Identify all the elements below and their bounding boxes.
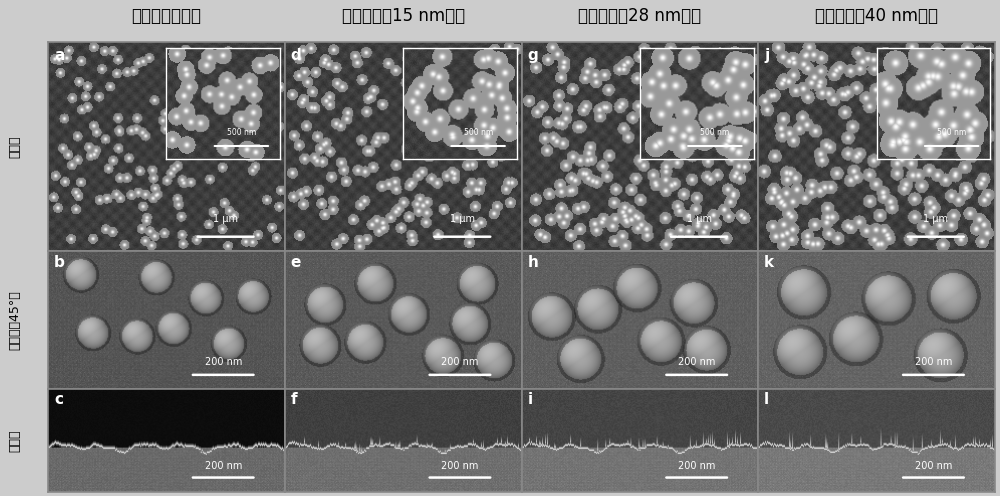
Text: 200 nm: 200 nm	[678, 461, 715, 471]
Text: 俯视图: 俯视图	[8, 135, 21, 158]
Text: 斜视图（45°）: 斜视图（45°）	[8, 290, 21, 350]
Text: 1 μm: 1 μm	[450, 214, 475, 224]
Text: 200 nm: 200 nm	[678, 357, 715, 367]
Text: d: d	[291, 49, 301, 63]
Text: 杂化结构（40 nm银）: 杂化结构（40 nm银）	[815, 7, 938, 25]
Text: k: k	[764, 255, 774, 270]
Text: c: c	[54, 392, 63, 407]
Text: j: j	[764, 49, 769, 63]
Text: 200 nm: 200 nm	[205, 357, 242, 367]
Text: 200 nm: 200 nm	[441, 357, 479, 367]
Text: 1 μm: 1 μm	[213, 214, 238, 224]
Text: 200 nm: 200 nm	[915, 461, 952, 471]
Text: 200 nm: 200 nm	[441, 461, 479, 471]
Text: 杂化结构（15 nm银）: 杂化结构（15 nm银）	[342, 7, 465, 25]
Text: b: b	[54, 255, 65, 270]
Text: 杂化结构（28 nm银）: 杂化结构（28 nm银）	[578, 7, 701, 25]
Text: 1 μm: 1 μm	[923, 214, 948, 224]
Text: g: g	[527, 49, 538, 63]
Text: f: f	[291, 392, 297, 407]
Text: a: a	[54, 49, 64, 63]
Text: 金纳米粒子阵列: 金纳米粒子阵列	[131, 7, 201, 25]
Text: e: e	[291, 255, 301, 270]
Text: h: h	[527, 255, 538, 270]
Text: l: l	[764, 392, 769, 407]
Text: 200 nm: 200 nm	[915, 357, 952, 367]
Text: 侧视图: 侧视图	[8, 429, 21, 451]
Text: 1 μm: 1 μm	[687, 214, 712, 224]
Text: i: i	[527, 392, 533, 407]
Text: 200 nm: 200 nm	[205, 461, 242, 471]
